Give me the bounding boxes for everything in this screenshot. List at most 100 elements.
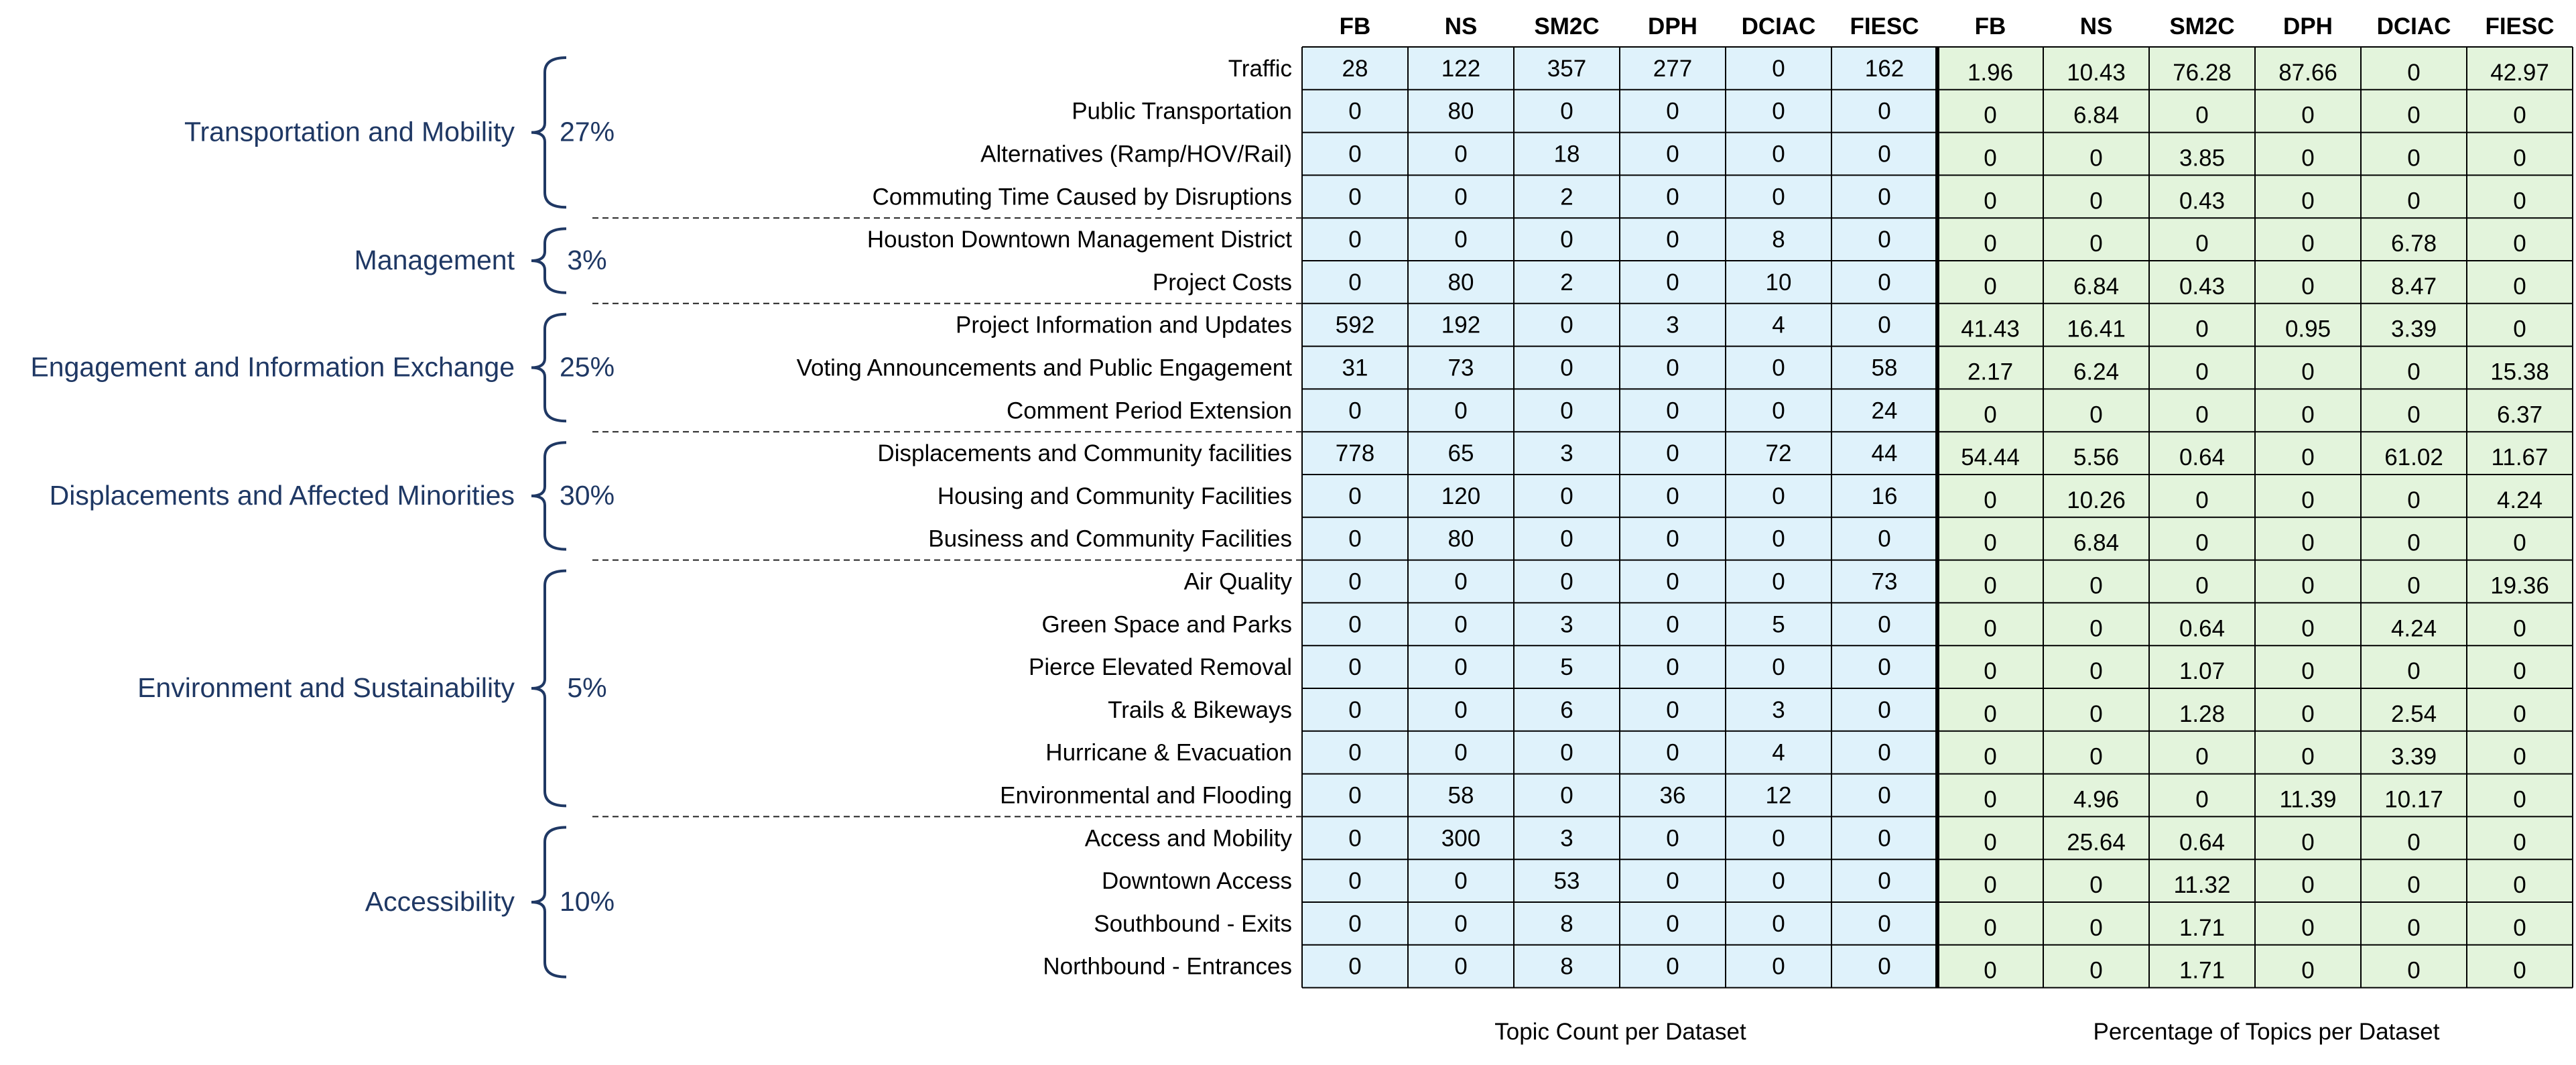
table-grid [1301, 46, 2573, 989]
count-cell: 0 [1666, 483, 1679, 509]
topic-label: Business and Community Facilities [928, 526, 1292, 552]
percentage-cell: 0 [2513, 316, 2526, 342]
count-cell: 0 [1878, 269, 1890, 296]
count-cell: 0 [1454, 868, 1467, 894]
count-cell: 0 [1878, 868, 1890, 894]
dataset-header-row: FB FB NS NS SM2C SM2C DPH DPH DCIAC DCIAC FIESC FIE… [1340, 13, 2555, 40]
percentage-cell: 0 [2301, 872, 2314, 898]
count-cell: 58 [1448, 783, 1474, 809]
count-cell: 0 [1772, 397, 1785, 424]
count-cell: 0 [1348, 569, 1361, 595]
count-cell: 73 [1872, 569, 1898, 595]
percentage-cell: 0 [2301, 273, 2314, 300]
percentage-cell: 0 [2195, 231, 2208, 257]
percentage-cell: 1.71 [2179, 915, 2225, 941]
count-cell: 0 [1772, 526, 1785, 552]
count-cell: 0 [1560, 355, 1573, 381]
percentage-cell: 0 [2513, 787, 2526, 813]
count-cell: 0 [1878, 740, 1890, 766]
count-header-sm2c: SM2C [1534, 13, 1599, 40]
count-cell: 0 [1560, 783, 1573, 809]
count-cell: 0 [1666, 697, 1679, 723]
count-cell: 0 [1454, 611, 1467, 637]
topic-group-labels: Transportation and Mobility 27% Management… [30, 56, 615, 979]
count-cell: 0 [1666, 99, 1679, 125]
count-cell: 0 [1454, 569, 1467, 595]
count-cell: 0 [1772, 483, 1785, 509]
count-cell: 0 [1878, 783, 1890, 809]
count-cell: 8 [1560, 911, 1573, 937]
count-cell: 6 [1560, 697, 1573, 723]
count-cell: 72 [1766, 440, 1792, 466]
percentage-cell: 0 [2089, 188, 2102, 214]
count-cell: 0 [1560, 483, 1573, 509]
percentage-cell: 0 [2513, 958, 2526, 984]
group-percent: 27% [560, 117, 615, 147]
percentage-cell: 0 [2089, 958, 2102, 984]
count-cell: 0 [1772, 825, 1785, 851]
count-cell: 3 [1560, 825, 1573, 851]
percentage-cell: 6.24 [2073, 359, 2119, 385]
count-cell: 0 [1666, 397, 1679, 424]
percentage-cell: 54.44 [1961, 444, 2020, 471]
count-cell: 0 [1454, 954, 1467, 980]
count-cell: 0 [1878, 654, 1890, 680]
percentage-cell: 0 [2513, 915, 2526, 941]
percent-header-dciac: DCIAC [2377, 13, 2451, 40]
percentage-cell: 0.43 [2179, 188, 2225, 214]
percent-header-dph: DPH [2283, 13, 2333, 40]
count-cell: 0 [1772, 56, 1785, 82]
count-cell: 0 [1666, 954, 1679, 980]
count-cell: 0 [1772, 569, 1785, 595]
percentage-cell: 42.97 [2490, 60, 2549, 86]
topic-label: Project Information and Updates [956, 312, 1292, 338]
count-cell: 3 [1560, 611, 1573, 637]
count-header-ns: NS [1445, 13, 1478, 40]
percentage-cell: 5.56 [2073, 444, 2119, 471]
count-cell: 0 [1666, 355, 1679, 381]
percentage-cell: 0 [1984, 787, 1996, 813]
count-header-dph: DPH [1648, 13, 1697, 40]
percentage-cell: 0 [2301, 359, 2314, 385]
percentage-cell: 15.38 [2490, 359, 2549, 385]
percentage-cell: 0 [1984, 915, 1996, 941]
topic-label: Pierce Elevated Removal [1029, 654, 1292, 680]
percentage-cell: 0 [1984, 615, 1996, 641]
percentage-cell: 0 [2301, 958, 2314, 984]
count-cell: 28 [1342, 56, 1368, 82]
percentage-cell: 0 [2407, 359, 2420, 385]
count-cell: 0 [1666, 227, 1679, 253]
percentage-cell: 0 [2089, 701, 2102, 727]
percentage-cell: 0 [2089, 615, 2102, 641]
percentage-cell: 4.24 [2497, 487, 2542, 513]
percentage-cell: 0 [1984, 103, 1996, 129]
percentage-cell: 0.64 [2179, 444, 2225, 471]
percentage-cell: 4.96 [2073, 787, 2119, 813]
count-cell: 0 [1348, 783, 1361, 809]
percent-header-ns: NS [2080, 13, 2113, 40]
count-cell: 162 [1865, 56, 1904, 82]
group-percent: 5% [567, 672, 606, 703]
percentage-cell: 0 [2301, 530, 2314, 556]
topic-label: Comment Period Extension [1007, 397, 1292, 424]
topic-label: Project Costs [1153, 269, 1292, 296]
count-cell: 0 [1348, 825, 1361, 851]
count-cell: 12 [1766, 783, 1792, 809]
percentage-cell: 0 [1984, 573, 1996, 599]
count-cell: 3 [1666, 312, 1679, 338]
count-cell: 0 [1666, 440, 1679, 466]
percentage-cell: 0 [2513, 701, 2526, 727]
percentage-cell: 0 [2195, 787, 2208, 813]
count-cell: 0 [1878, 825, 1890, 851]
count-cell: 8 [1772, 227, 1785, 253]
percentage-cell: 0 [2513, 530, 2526, 556]
count-cell: 122 [1441, 56, 1480, 82]
topic-label: Displacements and Community facilities [877, 440, 1292, 466]
percentage-cell: 0 [2513, 744, 2526, 770]
count-cell: 300 [1441, 825, 1480, 851]
percentage-cell: 10.26 [2067, 487, 2126, 513]
percentage-cell: 0 [2513, 231, 2526, 257]
count-header-fiesc: FIESC [1850, 13, 1919, 40]
percentage-cell: 0 [2195, 316, 2208, 342]
percentage-cell: 0 [2195, 401, 2208, 428]
